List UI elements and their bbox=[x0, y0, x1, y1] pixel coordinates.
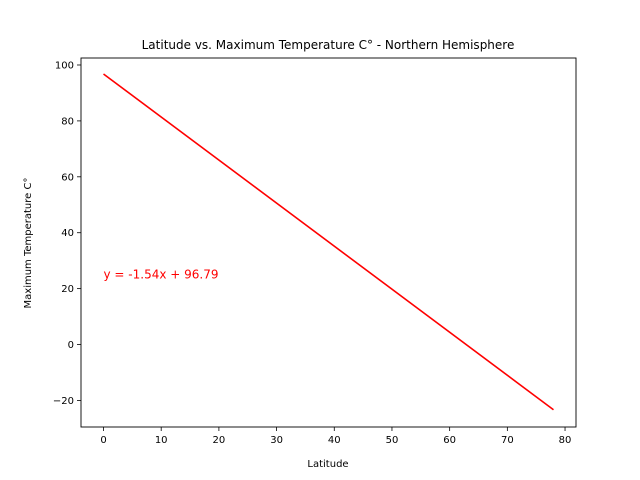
x-tick-label: 70 bbox=[501, 435, 514, 446]
x-tick-label: 80 bbox=[559, 435, 572, 446]
y-tick-label: 0 bbox=[68, 340, 74, 351]
x-tick-label: 30 bbox=[270, 435, 283, 446]
x-tick-label: 60 bbox=[443, 435, 456, 446]
plot-frame bbox=[80, 57, 577, 428]
y-tick-label: 20 bbox=[61, 284, 74, 295]
y-tick-label: 40 bbox=[61, 228, 74, 239]
y-tick-label: −20 bbox=[53, 396, 74, 407]
chart-title: Latitude vs. Maximum Temperature C° - No… bbox=[142, 38, 515, 52]
x-tick-label: 20 bbox=[213, 435, 226, 446]
series-line bbox=[103, 73, 554, 411]
x-tick-label: 0 bbox=[100, 435, 106, 446]
y-tick-label: 80 bbox=[61, 116, 74, 127]
regression-equation: y = -1.54x + 96.79 bbox=[104, 268, 219, 282]
x-axis: 0 10 20 30 40 50 60 70 80 bbox=[100, 427, 571, 446]
y-tick-label: 60 bbox=[61, 172, 74, 183]
y-axis: −20 0 20 40 60 80 100 bbox=[53, 60, 81, 407]
annotations: y = -1.54x + 96.79 bbox=[104, 268, 219, 282]
y-tick-label: 100 bbox=[55, 60, 74, 71]
x-axis-label: Latitude bbox=[307, 459, 348, 470]
x-tick-label: 50 bbox=[386, 435, 399, 446]
y-axis-label: Maximum Temperature C° bbox=[23, 178, 34, 309]
x-tick-label: 40 bbox=[328, 435, 341, 446]
x-tick-label: 10 bbox=[155, 435, 168, 446]
plot-area bbox=[80, 57, 577, 428]
